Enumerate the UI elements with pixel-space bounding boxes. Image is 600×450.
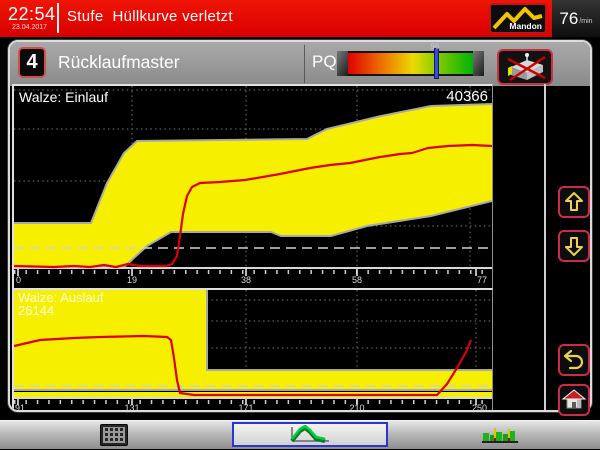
lower-hull-line bbox=[14, 200, 493, 268]
x-tick-label: 38 bbox=[241, 275, 251, 285]
measured-curve bbox=[13, 334, 473, 397]
pqi-gradient-bar bbox=[337, 48, 484, 79]
alarm-message: Stufe Hüllkurve verletzt bbox=[67, 8, 233, 25]
chart-panel-auslauf: Walze: Auslauf 26144 91 131 171 210 250 bbox=[12, 288, 493, 412]
return-arrow-icon bbox=[563, 349, 584, 370]
chart-title: Walze: Auslauf bbox=[18, 290, 104, 305]
back-button[interactable] bbox=[558, 344, 590, 376]
arrow-down-icon bbox=[565, 237, 583, 256]
x-tick-label: 171 bbox=[238, 403, 253, 412]
pqi-value: 96 bbox=[430, 42, 440, 51]
measured-curve bbox=[13, 143, 493, 269]
pqi-bar-right-cap bbox=[473, 51, 484, 76]
top-alarm-bar: 22:54 23.04.2017 Stufe Hüllkurve verletz… bbox=[0, 0, 600, 37]
logo-label: Mandon bbox=[509, 21, 542, 31]
upper-hull-line bbox=[206, 290, 492, 371]
chart-title: Walze: Einlauf bbox=[19, 89, 108, 105]
chart-current-value: 40366 bbox=[446, 88, 488, 105]
stage-number-button[interactable]: 4 bbox=[18, 47, 46, 78]
page-title: Rücklaufmaster bbox=[58, 52, 180, 72]
x-tick-label: 131 bbox=[124, 403, 139, 412]
header-strip: 4 Rücklaufmaster PQI 96 bbox=[10, 42, 590, 86]
mountain-curve-icon bbox=[492, 7, 543, 30]
x-tick-label: 58 bbox=[352, 275, 362, 285]
panel-separator bbox=[544, 84, 546, 410]
bargraph-button[interactable] bbox=[481, 426, 519, 449]
x-tick-label: 77 bbox=[477, 275, 487, 285]
keyboard-button[interactable] bbox=[100, 424, 128, 446]
pqi-slider[interactable] bbox=[434, 48, 439, 79]
speed-value: 76 bbox=[559, 8, 579, 28]
pqi-gradient bbox=[348, 53, 473, 74]
envelope-view-button-selected[interactable] bbox=[232, 422, 388, 447]
speed-readout: 76 /min bbox=[552, 0, 600, 37]
pqi-bar-left-cap bbox=[337, 51, 348, 76]
envelope-band bbox=[14, 290, 492, 390]
bargraph-icon bbox=[482, 428, 518, 443]
x-tick-label: 210 bbox=[349, 403, 364, 412]
alarm-bar-background bbox=[0, 0, 552, 37]
nav-up-button[interactable] bbox=[558, 186, 590, 218]
x-tick-label: 0 bbox=[16, 275, 21, 285]
clock-date: 23.04.2017 bbox=[12, 24, 48, 31]
header-divider bbox=[304, 45, 305, 83]
home-button[interactable] bbox=[558, 384, 590, 416]
roller-disable-button[interactable] bbox=[497, 49, 553, 85]
speed-unit: /min bbox=[579, 18, 593, 25]
upper-hull-line bbox=[14, 103, 493, 224]
green-envelope-curve-icon bbox=[290, 424, 329, 443]
clock-time: 22:54 bbox=[8, 4, 56, 24]
topbar-divider bbox=[57, 3, 59, 33]
chart-auslauf: Walze: Auslauf 26144 91 131 171 210 250 bbox=[13, 290, 492, 412]
bottom-toolbar bbox=[0, 420, 600, 449]
x-tick-label: 250 bbox=[472, 403, 487, 412]
arrow-up-icon bbox=[565, 192, 583, 211]
main-frame: 4 Rücklaufmaster PQI 96 bbox=[8, 40, 592, 412]
envelope-band bbox=[14, 104, 492, 267]
stage-number: 4 bbox=[26, 51, 38, 73]
chart-current-value: 26144 bbox=[18, 303, 54, 318]
chart-einlauf: Walze: Einlauf 40366 0 19 38 58 77 bbox=[13, 86, 493, 285]
home-icon bbox=[562, 389, 586, 409]
roller-crossed-icon bbox=[507, 53, 546, 82]
mandon-logo: Mandon bbox=[489, 3, 547, 34]
nav-down-button[interactable] bbox=[558, 230, 590, 262]
x-tick-label: 91 bbox=[15, 403, 25, 412]
chart-panel-einlauf: Walze: Einlauf 40366 0 19 38 58 77 bbox=[12, 84, 493, 288]
x-tick-label: 19 bbox=[127, 275, 137, 285]
pqi-label: PQI bbox=[312, 52, 342, 71]
